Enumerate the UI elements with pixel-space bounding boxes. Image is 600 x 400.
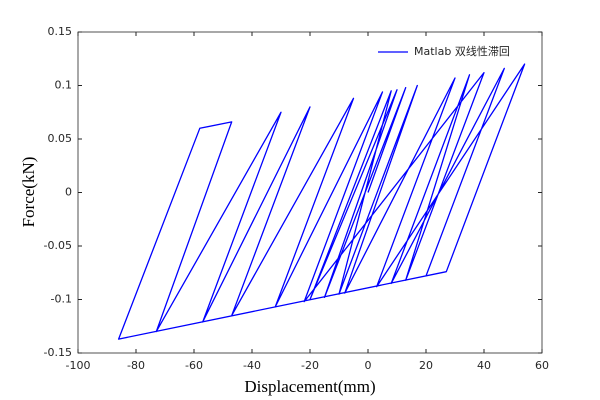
y-tick-label: -0.15: [44, 346, 72, 359]
x-tick-label: 40: [477, 359, 491, 372]
y-axis-label: Force(kN): [19, 157, 38, 228]
y-tick-label: -0.1: [51, 293, 72, 306]
x-axis-label: Displacement(mm): [244, 377, 375, 396]
legend-label: Matlab 双线性滞回: [414, 44, 510, 58]
plot-area: [77, 31, 543, 354]
x-tick-label: 20: [419, 359, 433, 372]
y-tick-label: 0.1: [55, 79, 73, 92]
x-tick-label: -60: [185, 359, 203, 372]
y-tick-label: -0.05: [44, 239, 72, 252]
x-tick-label: 60: [535, 359, 549, 372]
x-tick-label: -100: [66, 359, 91, 372]
x-tick-label: -80: [127, 359, 145, 372]
x-tick-label: -40: [243, 359, 261, 372]
x-tick-label: -20: [301, 359, 319, 372]
data-line: [117, 63, 526, 340]
x-tick-label: 0: [365, 359, 372, 372]
y-tick-label: 0: [65, 186, 72, 199]
y-tick-label: 0.15: [48, 25, 73, 38]
y-tick-label: 0.05: [48, 132, 73, 145]
